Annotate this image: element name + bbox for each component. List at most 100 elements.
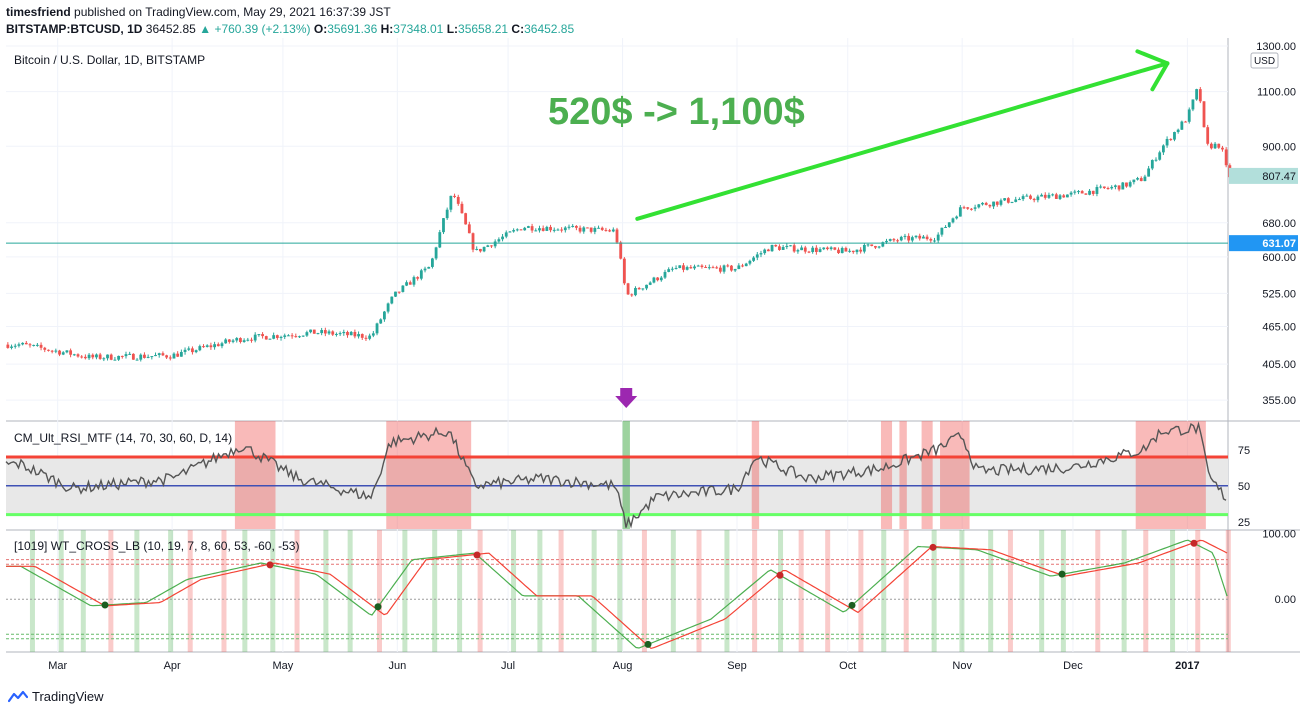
candle-body (970, 208, 973, 210)
candle-body (1025, 195, 1029, 197)
wt-signal-bar (457, 530, 463, 652)
candle-body (102, 358, 106, 360)
candle-body (1047, 194, 1051, 198)
wt-signal-bar (1039, 530, 1045, 652)
candle-body (1018, 199, 1021, 201)
candle-body (1102, 186, 1106, 189)
wt-signal-bar (1143, 530, 1149, 652)
candle-body (168, 357, 172, 359)
candle-body (290, 335, 294, 337)
candle-body (65, 350, 69, 353)
wt-signal-bar (58, 530, 64, 652)
candle-body (907, 235, 911, 241)
candle-body (1169, 138, 1173, 140)
price-tick-label: 680.00 (1262, 218, 1296, 230)
wt-signal-bar (752, 530, 758, 652)
candle-body (670, 268, 674, 270)
candle-body (862, 244, 866, 252)
wt-signal-bar (1170, 530, 1176, 652)
candle-body (1191, 99, 1195, 110)
candle-body (239, 338, 242, 342)
candle-body (652, 277, 656, 283)
candle-body (327, 331, 331, 334)
candle-body (560, 229, 564, 231)
wt-signal-bar (931, 530, 937, 652)
time-tick-label: May (272, 660, 293, 672)
candle-body (408, 282, 412, 285)
rsi-overbought-zone (899, 421, 907, 529)
candle-body (755, 254, 759, 258)
trend-arrow-line (635, 61, 1170, 221)
candle-body (39, 344, 43, 348)
candle-body (733, 268, 737, 271)
candle-body (95, 354, 98, 358)
wt-signal-bar (242, 530, 248, 652)
price-tick-label: 900.00 (1262, 141, 1296, 153)
candle-body (1095, 187, 1099, 194)
candle-body (578, 227, 582, 232)
wt-signal-bar (187, 530, 193, 652)
rsi-oversold-zone (622, 421, 630, 529)
candle-body (198, 346, 202, 351)
candle-body (1073, 191, 1077, 193)
candle-body (1154, 159, 1158, 161)
wt-signal-bar (988, 530, 994, 652)
candle-body (818, 249, 822, 252)
candle-body (76, 354, 80, 357)
wt-signal-bar (1225, 530, 1231, 652)
candle-body (331, 331, 335, 335)
candle-body (611, 229, 615, 232)
candle-body (567, 226, 571, 228)
time-tick-label: Sep (727, 660, 747, 672)
wt-signal-bar (617, 530, 623, 652)
ohlc-line: BITSTAMP:BTCUSD, 1D 36452.85 ▲ +760.39 (… (6, 22, 574, 36)
candle-body (947, 222, 951, 227)
candle-body (715, 267, 719, 269)
close-value: 36452.85 (524, 22, 575, 36)
author-name[interactable]: timesfriend (6, 5, 71, 19)
candle-body (656, 277, 660, 281)
currency-badge (1250, 52, 1279, 69)
candle-body (1217, 143, 1221, 148)
candle-body (32, 344, 36, 346)
candle-body (674, 268, 678, 270)
candle-body (885, 240, 888, 243)
candle-body (139, 354, 143, 360)
candle-body (696, 265, 700, 267)
candle-body (929, 239, 933, 241)
rsi-overbought-zone (880, 421, 893, 529)
candle-body (1173, 132, 1176, 140)
candle-body (822, 247, 826, 250)
low-label: L: (446, 22, 459, 36)
candle-body (1147, 168, 1151, 177)
hline-price-badge (1229, 235, 1298, 252)
brand-name[interactable]: TradingView (32, 689, 104, 704)
candle-body (231, 340, 235, 342)
rsi-tick-label: 50 (1238, 481, 1250, 493)
candle-body (549, 226, 552, 231)
candle-body (434, 247, 438, 259)
candle-body (571, 225, 575, 227)
candle-body (622, 258, 626, 284)
candle-body (1213, 143, 1217, 149)
candle-body (338, 333, 342, 335)
candle-body (69, 350, 73, 355)
candle-body (1206, 127, 1210, 144)
candle-body (678, 265, 682, 269)
candle-body (287, 335, 290, 337)
wt-signal-bar (221, 530, 227, 652)
candle-body (1180, 121, 1184, 130)
wt-cross-dot (101, 601, 109, 609)
wt-tick-label: 100.00 (1262, 528, 1296, 540)
rsi-tick-label: 25 (1238, 517, 1250, 529)
candle-body (545, 226, 549, 231)
wt-signal-bar (1060, 530, 1066, 652)
time-tick-label: Oct (839, 660, 856, 672)
wt-signal-bar (825, 530, 831, 652)
wt-signal-bar (1195, 530, 1201, 652)
candle-body (10, 346, 13, 348)
candle-body (298, 336, 301, 338)
candle-body (154, 355, 157, 357)
candle-body (619, 242, 623, 259)
